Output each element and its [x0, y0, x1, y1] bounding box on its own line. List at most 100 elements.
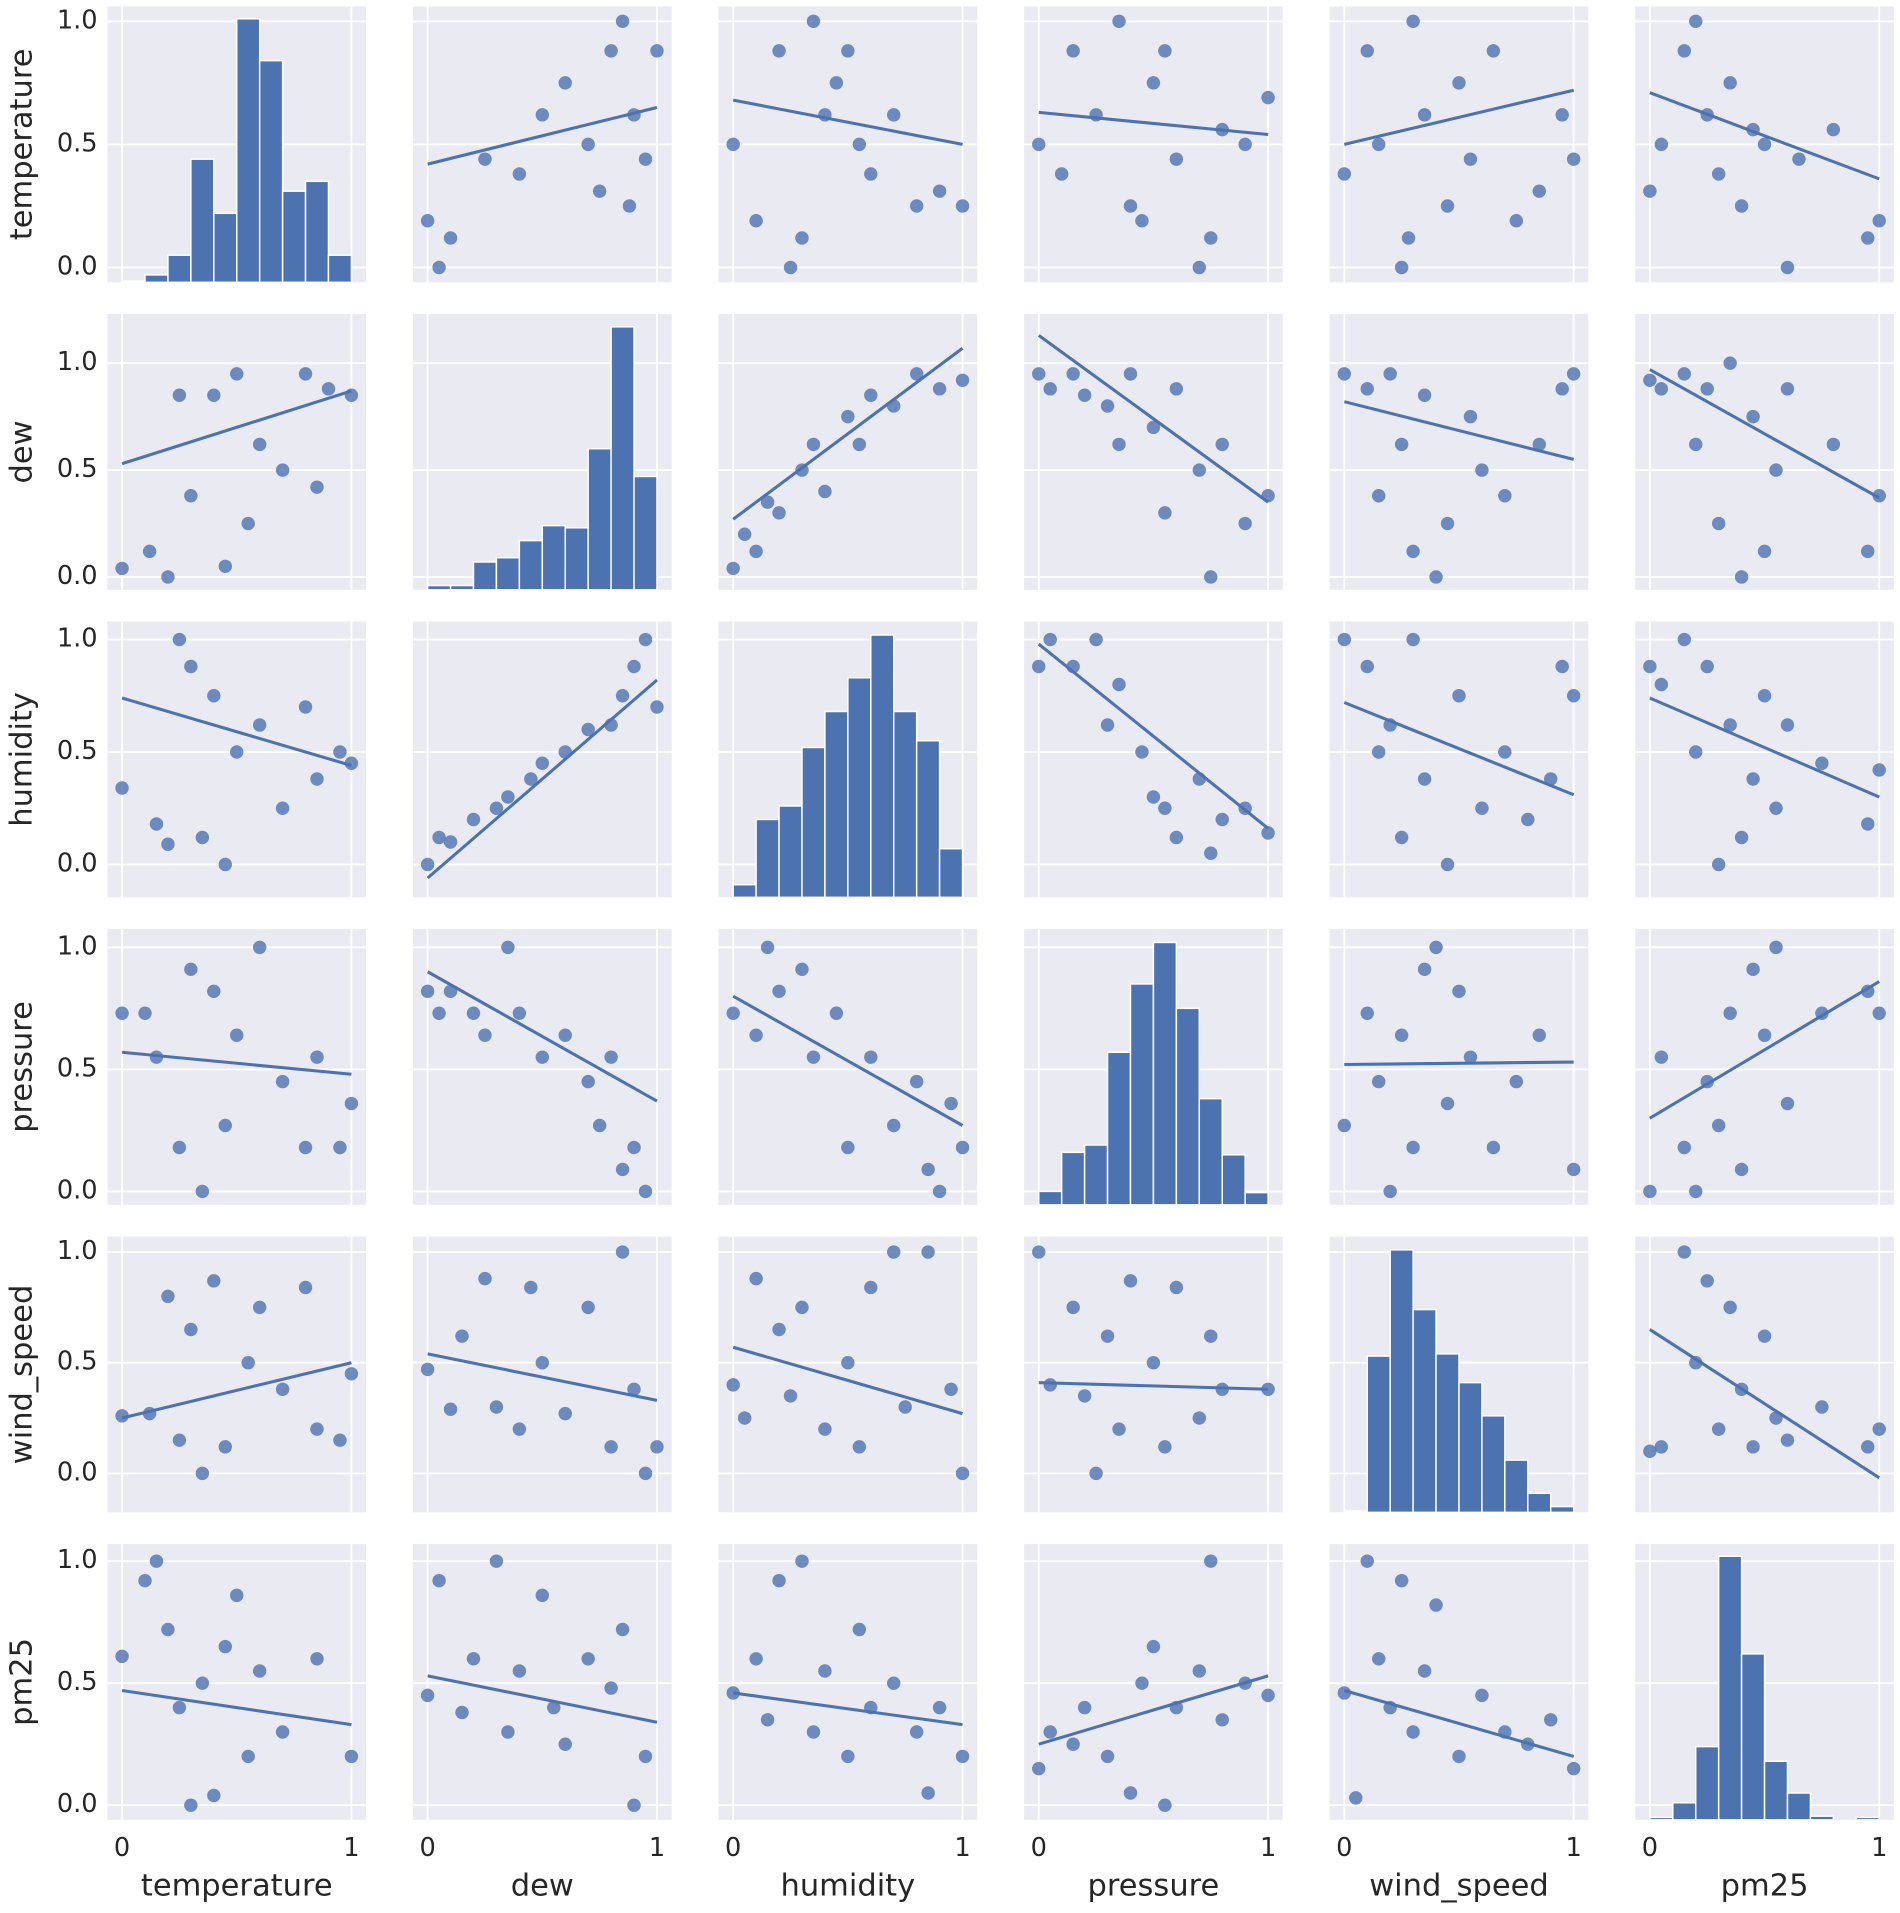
- x-tick-label: 0: [114, 1833, 130, 1863]
- scatter-point: [1861, 231, 1875, 245]
- scatter-point: [852, 437, 867, 452]
- scatter-point: [1689, 14, 1703, 28]
- scatter-point: [1769, 940, 1783, 955]
- scatter-point: [172, 1700, 187, 1715]
- scatter-point: [1440, 199, 1455, 213]
- scatter-point: [466, 1652, 481, 1666]
- scatter-point: [921, 1162, 935, 1177]
- scatter-point: [547, 1700, 561, 1715]
- scatter-point: [195, 1676, 210, 1690]
- scatter-point: [218, 1440, 232, 1454]
- scatter-point: [1158, 801, 1172, 815]
- regression-line: [1649, 1328, 1881, 1480]
- y-tick-label: 0.5: [57, 1053, 98, 1083]
- scatter-point: [1544, 1713, 1558, 1727]
- scatter-point: [1475, 1688, 1489, 1703]
- scatter-point: [615, 14, 630, 28]
- scatter-point: [1066, 44, 1080, 58]
- regression-line: [1649, 91, 1880, 181]
- scatter-point: [275, 1382, 290, 1396]
- hist-bar: [1549, 1505, 1575, 1514]
- regression-line: [121, 389, 352, 466]
- scatter-point: [921, 1245, 935, 1259]
- scatter-point: [604, 1440, 618, 1454]
- scatter-point: [1054, 167, 1069, 181]
- scatter-point: [749, 1652, 763, 1666]
- scatter-point: [455, 1705, 469, 1720]
- scatter-point: [535, 1356, 550, 1370]
- scatter-point: [1032, 1761, 1046, 1776]
- scatter-point: [218, 857, 232, 872]
- scatter-point: [1349, 1791, 1363, 1805]
- scatter-point: [1158, 1440, 1172, 1454]
- scatter-point: [1544, 772, 1558, 786]
- scatter-point: [581, 1300, 595, 1315]
- y-tick-label: 0.0: [57, 1789, 98, 1819]
- scatter-point: [650, 700, 664, 714]
- scatter-point: [172, 1140, 187, 1155]
- scatter-point: [420, 857, 435, 872]
- scatter-point: [478, 152, 492, 166]
- scatter-point: [1429, 940, 1443, 955]
- scatter-point: [1757, 544, 1772, 559]
- scatter-point: [1566, 1162, 1581, 1177]
- scatter-point: [218, 1118, 232, 1133]
- scatter-point: [1032, 137, 1046, 152]
- hist-bar: [1649, 1816, 1674, 1821]
- scatter-point: [558, 1028, 572, 1042]
- hist-bar: [892, 710, 918, 899]
- scatter-point: [1475, 463, 1489, 477]
- x-tick-label: 1: [343, 1833, 359, 1863]
- scatter-point: [1123, 199, 1138, 213]
- scatter-point: [1780, 1433, 1795, 1447]
- hist-bar: [915, 740, 941, 899]
- scatter-point: [1204, 570, 1218, 584]
- scatter-point: [333, 1140, 347, 1155]
- scatter-point: [1757, 137, 1772, 152]
- scatter-point: [627, 659, 641, 674]
- x-tick-label: 0: [1642, 1833, 1658, 1863]
- scatter-point: [726, 1378, 740, 1392]
- scatter-point: [864, 1050, 878, 1064]
- scatter-point: [638, 1466, 653, 1481]
- scatter-point: [1826, 122, 1841, 137]
- scatter-point: [195, 830, 210, 845]
- scatter-point: [726, 137, 740, 152]
- x-tick-label: 0: [419, 1833, 435, 1863]
- scatter-point: [1372, 137, 1386, 152]
- scatter-point: [737, 1411, 752, 1425]
- scatter-point: [1872, 214, 1886, 228]
- scatter-point: [1861, 817, 1875, 831]
- scatter-point: [466, 812, 481, 827]
- scatter-point: [1360, 1006, 1374, 1020]
- scatter-point: [1135, 745, 1149, 759]
- regression-line: [1038, 1381, 1269, 1391]
- y-tick-label: 0.5: [57, 128, 98, 158]
- hist-bar: [1083, 1144, 1109, 1206]
- scatter-point: [1360, 1554, 1374, 1568]
- scatter-point: [1169, 830, 1184, 845]
- hist-bar: [449, 584, 475, 591]
- scatter-point: [1337, 167, 1352, 181]
- scatter-point: [1452, 1749, 1466, 1764]
- scatter-point: [760, 1713, 775, 1727]
- scatter-point: [195, 1184, 210, 1199]
- scatter-point: [207, 984, 221, 998]
- scatter-point: [1394, 830, 1409, 845]
- scatter-point: [1746, 962, 1760, 977]
- regression-line: [1343, 1689, 1575, 1758]
- regression-line: [1344, 1060, 1574, 1067]
- scatter-point: [432, 1006, 446, 1020]
- y-axis-label: wind_speed: [5, 1285, 40, 1465]
- scatter-point: [558, 1406, 572, 1421]
- scatter-point: [1463, 152, 1478, 166]
- scatter-point: [921, 1786, 935, 1800]
- scatter-point: [310, 1422, 324, 1436]
- regression-line: [1343, 88, 1575, 146]
- scatter-point: [535, 1588, 550, 1603]
- scatter-point: [1643, 1184, 1657, 1199]
- scatter-point: [1861, 544, 1875, 559]
- scatter-point: [627, 1140, 641, 1155]
- scatter-point: [1711, 857, 1726, 872]
- scatter-point: [1417, 962, 1432, 977]
